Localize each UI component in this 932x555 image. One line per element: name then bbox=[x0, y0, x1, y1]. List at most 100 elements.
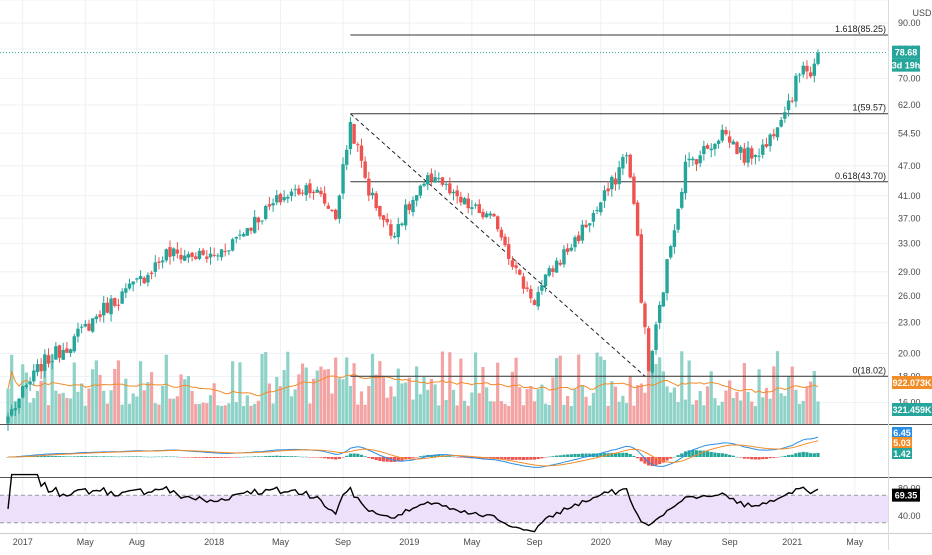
macd-histogram-bar bbox=[396, 457, 400, 462]
volume-bar bbox=[510, 371, 515, 424]
candle bbox=[514, 260, 518, 275]
macd-histogram-bar bbox=[525, 457, 529, 460]
candle-body bbox=[396, 224, 400, 238]
macd-histogram-bar bbox=[739, 457, 743, 458]
macd-histogram-bar bbox=[418, 456, 422, 457]
candle-body bbox=[68, 349, 73, 354]
candle-body bbox=[264, 206, 268, 219]
volume-bar bbox=[805, 386, 809, 424]
candle-body bbox=[698, 155, 702, 164]
candle-body bbox=[790, 100, 794, 102]
volume-bar bbox=[278, 386, 283, 424]
candle-body bbox=[245, 228, 250, 236]
candle-body bbox=[392, 236, 397, 238]
candle-body bbox=[168, 247, 172, 257]
candle bbox=[293, 184, 297, 197]
volume-bar bbox=[665, 386, 669, 424]
candle bbox=[691, 156, 695, 166]
candle-body bbox=[691, 158, 695, 161]
price-tick-label: 20.00 bbox=[898, 348, 921, 358]
volume-bar bbox=[161, 385, 165, 424]
candle bbox=[543, 274, 548, 293]
volume-bar bbox=[794, 389, 798, 424]
candle bbox=[750, 145, 754, 165]
candle-body bbox=[212, 254, 216, 256]
volume-bar bbox=[543, 403, 548, 424]
macd-histogram-bar bbox=[569, 454, 573, 457]
volume-bar bbox=[326, 368, 330, 424]
candle bbox=[503, 233, 507, 248]
volume-bar bbox=[28, 402, 32, 424]
candle bbox=[676, 208, 680, 233]
macd-value-badge bbox=[892, 437, 912, 448]
candle-body bbox=[43, 354, 47, 371]
volume-bar bbox=[238, 362, 242, 424]
macd-histogram-bar bbox=[216, 457, 220, 459]
candle bbox=[370, 187, 375, 200]
candle-body bbox=[32, 370, 36, 382]
candle-body bbox=[617, 167, 621, 185]
volume-bar bbox=[411, 399, 415, 424]
volume-bar bbox=[720, 401, 724, 424]
volume-bar bbox=[728, 380, 732, 424]
candle bbox=[160, 256, 165, 269]
macd-histogram-bar bbox=[639, 457, 643, 462]
time-tick-label: 2020 bbox=[591, 537, 611, 547]
candle-body bbox=[507, 244, 511, 259]
volume-bar bbox=[370, 353, 375, 424]
candle-body bbox=[146, 274, 150, 283]
candle bbox=[565, 243, 570, 256]
candle bbox=[54, 342, 58, 360]
candle-body bbox=[76, 328, 80, 337]
macd-histogram-bar bbox=[194, 457, 198, 458]
candle-body bbox=[543, 274, 548, 287]
candle bbox=[683, 154, 688, 200]
volume-bar bbox=[275, 376, 279, 424]
price-tick-label: 62.00 bbox=[898, 100, 921, 110]
candle-body bbox=[473, 204, 478, 206]
candle bbox=[271, 198, 275, 212]
candle-body bbox=[672, 230, 677, 247]
candle bbox=[779, 117, 783, 128]
candle bbox=[46, 348, 51, 368]
macd-histogram-bar bbox=[168, 456, 172, 458]
candle bbox=[201, 247, 205, 256]
candle-body bbox=[381, 215, 386, 220]
candle bbox=[606, 181, 610, 196]
candle bbox=[746, 141, 750, 168]
macd-histogram-bar bbox=[392, 457, 397, 462]
volume-bar bbox=[790, 366, 794, 424]
last-price-label: 78.68 bbox=[895, 48, 918, 58]
volume-bar bbox=[72, 362, 76, 424]
macd-histogram-bar bbox=[113, 456, 117, 458]
candle bbox=[507, 236, 511, 265]
volume-bar bbox=[10, 354, 14, 424]
candle bbox=[698, 150, 702, 168]
macd-histogram-bar bbox=[330, 457, 334, 460]
volume-bar bbox=[102, 390, 106, 424]
candle-body bbox=[683, 161, 688, 194]
candle-body bbox=[149, 272, 154, 274]
candle bbox=[495, 215, 500, 232]
volume-bar bbox=[348, 385, 353, 424]
candle-body bbox=[440, 177, 445, 185]
macd-histogram-bar bbox=[278, 455, 283, 457]
volume-bar bbox=[698, 391, 702, 424]
volume-bar bbox=[683, 399, 688, 424]
macd-histogram-bar bbox=[249, 456, 253, 458]
volume-bar bbox=[606, 405, 610, 424]
candle bbox=[764, 137, 769, 149]
rsi-line bbox=[7, 473, 819, 533]
macd-histogram-bar bbox=[385, 457, 389, 462]
candle-body bbox=[492, 214, 496, 217]
volume-bar bbox=[127, 403, 132, 424]
macd-histogram-bar bbox=[694, 450, 699, 457]
macd-histogram-bar bbox=[610, 452, 614, 457]
volume-bar bbox=[610, 381, 614, 424]
macd-histogram-bar bbox=[212, 457, 216, 459]
volume-bar bbox=[142, 390, 146, 424]
macd-histogram-bar bbox=[665, 457, 669, 461]
macd-histogram-bar bbox=[124, 456, 128, 457]
